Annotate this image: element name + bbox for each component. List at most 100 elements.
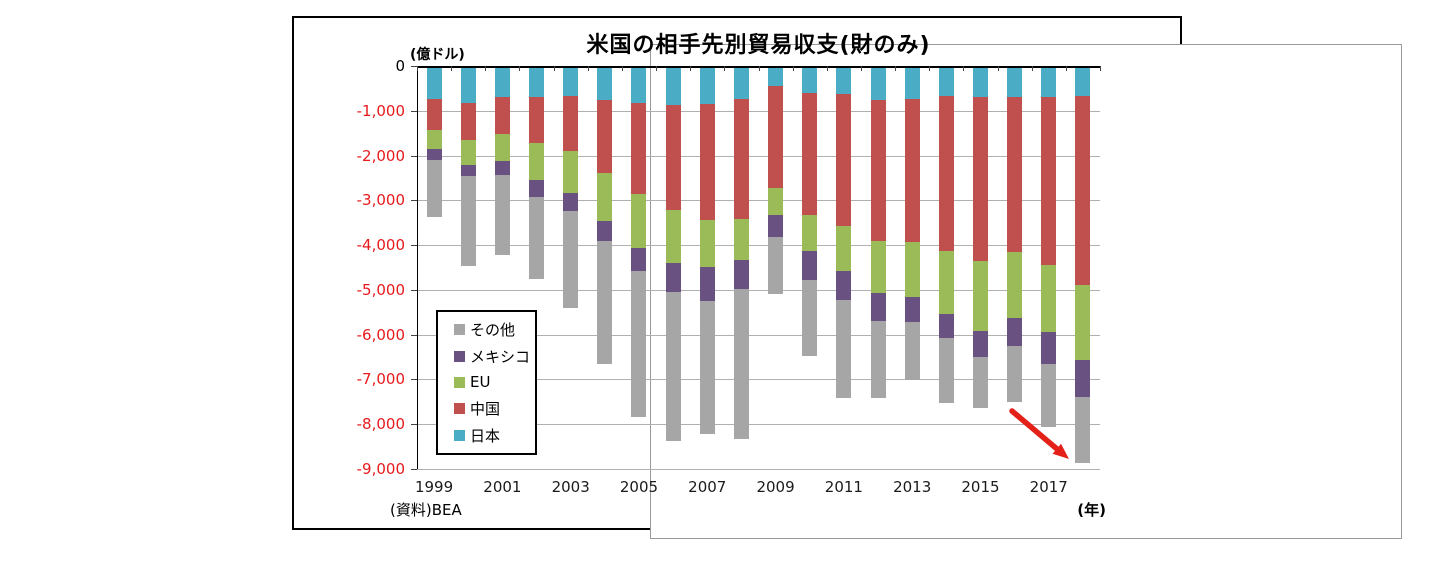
stacked-bar-2013: [904, 66, 920, 381]
bar-segment-日本: [460, 66, 476, 103]
bar-segment-メキシコ: [494, 161, 510, 175]
y-axis-tick-label: -9,000: [356, 460, 405, 478]
gridline: [417, 290, 1100, 291]
bar-segment-その他: [1041, 364, 1057, 428]
legend-box: その他 メキシコ EU 中国 日本: [436, 310, 537, 455]
bar-segment-EU: [904, 241, 920, 298]
bar-segment-中国: [699, 103, 715, 220]
bar-segment-メキシコ: [733, 260, 749, 290]
x-axis-tick: [554, 66, 555, 71]
bar-segment-メキシコ: [1075, 360, 1091, 397]
bar-segment-日本: [1075, 66, 1091, 97]
bar-segment-EU: [631, 193, 647, 249]
bar-segment-その他: [802, 280, 818, 357]
bar-segment-EU: [768, 187, 784, 216]
y-axis-tick: [411, 290, 417, 291]
bar-segment-EU: [870, 241, 886, 293]
bar-segment-その他: [699, 301, 715, 434]
bar-segment-日本: [1007, 66, 1023, 97]
bar-segment-メキシコ: [836, 271, 852, 301]
gridline: [417, 156, 1100, 157]
bar-segment-その他: [597, 241, 613, 364]
legend-label: EU: [470, 373, 491, 392]
bar-segment-その他: [665, 291, 681, 441]
bar-segment-EU: [563, 151, 579, 194]
bar-segment-その他: [460, 176, 476, 267]
bar-segment-日本: [699, 66, 715, 104]
bar-segment-その他: [768, 236, 784, 295]
gridline: [417, 469, 1100, 470]
x-axis-tick: [417, 66, 418, 71]
y-axis-tick-label: -7,000: [356, 370, 405, 388]
bar-segment-メキシコ: [904, 297, 920, 323]
bar-segment-中国: [665, 105, 681, 211]
legend-swatch-icon: [454, 402, 465, 414]
y-axis-tick: [411, 66, 417, 67]
x-axis-tick: [519, 66, 520, 71]
bar-segment-その他: [494, 174, 510, 256]
y-axis-tick: [411, 469, 417, 470]
bar-segment-メキシコ: [1041, 332, 1057, 365]
legend-swatch-icon: [454, 376, 465, 388]
stacked-bar-2010: [802, 66, 818, 357]
stacked-bar-2018: [1075, 66, 1091, 464]
stacked-bar-2012: [870, 66, 886, 398]
y-axis-unit-label: (億ドル): [410, 47, 465, 63]
bar-segment-中国: [733, 98, 749, 219]
bar-segment-日本: [733, 66, 749, 99]
stacked-bar-2005: [631, 66, 647, 417]
stacked-bar-2014: [938, 66, 954, 403]
bar-segment-メキシコ: [768, 215, 784, 237]
bar-segment-EU: [699, 219, 715, 268]
bar-segment-メキシコ: [870, 293, 886, 321]
bar-segment-EU: [494, 134, 510, 162]
bar-segment-中国: [972, 96, 988, 262]
y-axis-tick-label: -6,000: [356, 326, 405, 344]
bar-segment-EU: [426, 129, 442, 150]
legend-swatch-icon: [454, 324, 465, 336]
bar-segment-その他: [972, 357, 988, 408]
source-label: (資料)BEA: [390, 501, 462, 519]
bar-segment-中国: [631, 103, 647, 194]
x-axis-tick: [588, 66, 589, 71]
legend-item-メキシコ: メキシコ: [454, 346, 535, 367]
bar-segment-日本: [494, 66, 510, 97]
y-axis-tick-label: -8,000: [356, 415, 405, 433]
x-axis-tick: [1032, 66, 1033, 71]
x-axis-tick: [1100, 66, 1101, 71]
stacked-bar-2007: [699, 66, 715, 434]
bar-segment-日本: [1041, 66, 1057, 97]
bar-segment-EU: [802, 215, 818, 251]
bar-segment-メキシコ: [665, 262, 681, 292]
bar-segment-メキシコ: [631, 248, 647, 271]
gridline: [417, 200, 1100, 201]
bar-segment-日本: [665, 66, 681, 106]
bar-segment-中国: [597, 100, 613, 173]
legend-label: 中国: [470, 399, 501, 418]
gridline: [417, 335, 1100, 336]
stacked-bar-2016: [1007, 66, 1023, 402]
y-axis-tick-label: 0: [395, 57, 405, 75]
x-axis-year-label: 2005: [619, 478, 659, 496]
stacked-bar-1999: [426, 66, 442, 217]
x-axis-tick: [656, 66, 657, 71]
bar-segment-メキシコ: [802, 250, 818, 281]
chart-title: 米国の相手先別貿易収支(財のみ): [586, 33, 931, 58]
x-axis-year-label: 2003: [551, 478, 590, 496]
bar-segment-中国: [836, 94, 852, 227]
bar-segment-EU: [972, 261, 988, 332]
bar-segment-その他: [733, 289, 749, 439]
bar-segment-EU: [1075, 284, 1091, 361]
y-axis-tick: [411, 200, 417, 201]
x-axis-year-label: 2015: [961, 478, 1000, 496]
x-axis-year-label: 1999: [414, 478, 454, 496]
bar-segment-日本: [597, 66, 613, 101]
bar-segment-EU: [938, 250, 954, 315]
y-axis-tick: [411, 335, 417, 336]
y-axis-tick: [411, 379, 417, 380]
bar-segment-中国: [938, 96, 954, 251]
bar-segment-中国: [426, 98, 442, 130]
bar-segment-中国: [563, 95, 579, 152]
x-axis-tick: [622, 66, 623, 71]
